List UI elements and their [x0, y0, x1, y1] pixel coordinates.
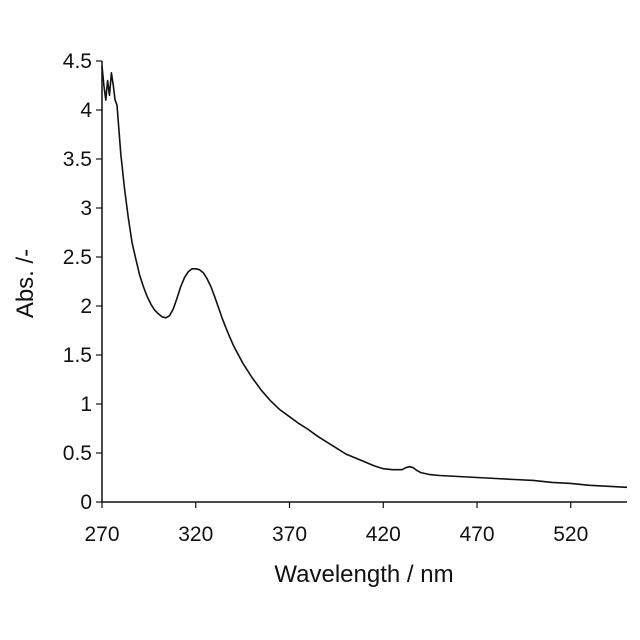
x-axis-ticks: 270 320 370 420 470 520 [84, 502, 588, 546]
x-tick-label: 320 [178, 523, 213, 546]
y-tick-label: 0.5 [63, 442, 92, 465]
absorbance-spectrum-line [102, 66, 627, 487]
axes [102, 61, 627, 502]
x-tick-label: 270 [84, 523, 119, 546]
y-tick-label: 4.5 [63, 50, 92, 73]
y-tick-label: 0 [80, 491, 92, 514]
x-tick-label: 420 [366, 523, 401, 546]
x-axis-label: Wavelength / nm [274, 561, 453, 588]
y-tick-label: 1.5 [63, 344, 92, 367]
y-tick-label: 3 [80, 197, 92, 220]
y-tick-label: 4 [80, 99, 92, 122]
x-tick-label: 370 [272, 523, 307, 546]
y-tick-label: 2 [80, 295, 92, 318]
x-tick-label: 470 [459, 523, 494, 546]
y-tick-label: 2.5 [63, 246, 92, 269]
y-axis-ticks: 0 0.5 1 1.5 2 2.5 3 3.5 4 4.5 [63, 50, 102, 514]
y-tick-label: 1 [80, 393, 92, 416]
x-tick-label: 520 [553, 523, 588, 546]
y-axis-label: Abs. /- [12, 249, 39, 318]
y-tick-label: 3.5 [63, 148, 92, 171]
